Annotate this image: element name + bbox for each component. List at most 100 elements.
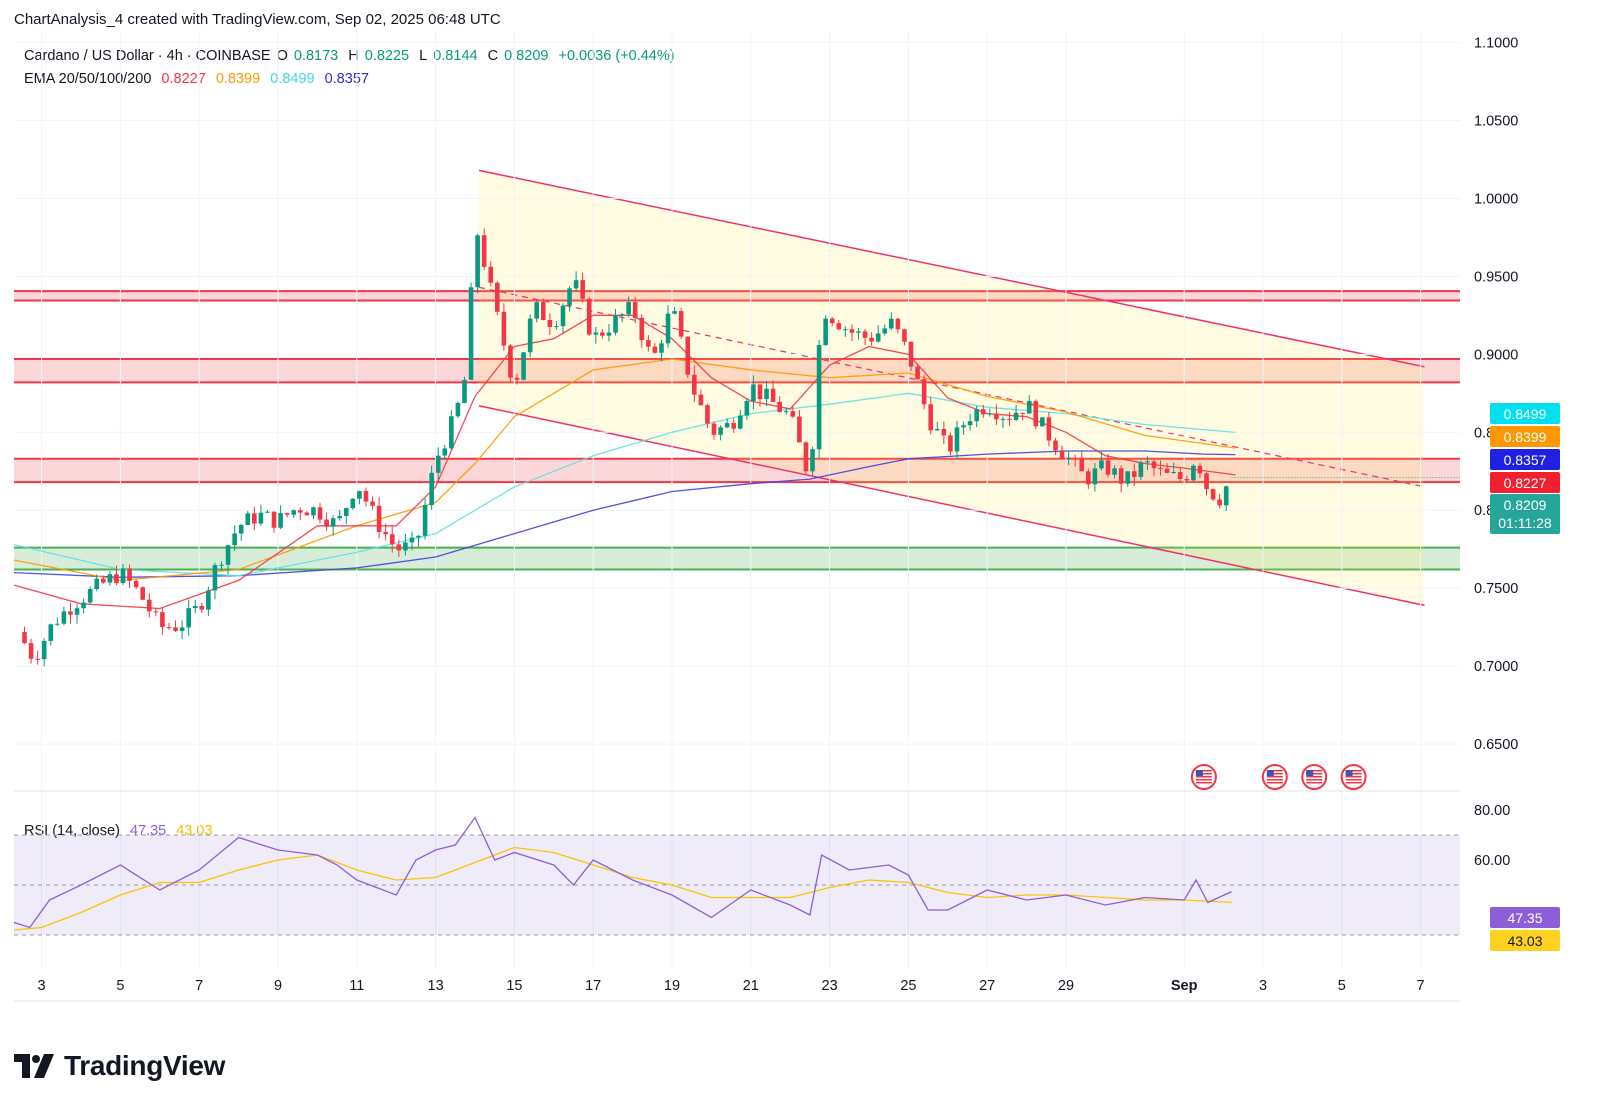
candle-up [350, 498, 356, 509]
rsi-ma-line [13, 846, 1232, 931]
ema50-badge-text: 0.8399 [1504, 429, 1547, 445]
candle-up [55, 623, 60, 625]
us-flag-stripe [1306, 776, 1323, 778]
candle-up [843, 329, 848, 331]
us-flag-stripe [1195, 770, 1212, 772]
us-flag-stripe [1345, 779, 1362, 781]
candle-down [652, 346, 658, 353]
time-tick-label: 9 [274, 978, 282, 994]
candle-up [107, 574, 113, 583]
us-flag-stripe [1266, 770, 1283, 772]
tradingview-logo-icon [14, 1054, 54, 1078]
candle-down [908, 341, 914, 367]
tradingview-brand[interactable]: TradingView [14, 1050, 225, 1082]
time-tick-label: 5 [1338, 978, 1346, 994]
us-flag-stripe [1345, 776, 1362, 778]
candle-down [1118, 468, 1124, 484]
candle-up [403, 542, 408, 551]
candle-up [225, 545, 231, 565]
resistance-zone [14, 359, 1460, 383]
channel-midline [478, 286, 1425, 488]
candle-up [619, 314, 625, 316]
candle-up [462, 379, 467, 403]
candle-down [580, 280, 585, 299]
candle-up [1099, 460, 1104, 469]
price-tick-label: 0.7000 [1474, 659, 1518, 675]
candle-up [987, 413, 993, 415]
candle-down [685, 336, 691, 375]
candle-down [508, 345, 513, 378]
candle-down [980, 409, 986, 415]
symbol-name[interactable]: Cardano / US Dollar · 4h · COINBASE [24, 48, 271, 64]
candle-up [186, 608, 191, 628]
ema-legend: EMA 20/50/100/200 0.8227 0.8399 0.8499 0… [24, 71, 375, 87]
candle-down [28, 643, 34, 659]
channel-fill [478, 170, 1425, 606]
candle-down [705, 405, 710, 424]
candle-down [114, 574, 119, 583]
candle-down [383, 532, 388, 535]
candle-down [1046, 417, 1052, 441]
ema100-line [13, 392, 1236, 577]
ema100-badge [1490, 403, 1560, 424]
candle-down [540, 302, 546, 321]
candle-up [449, 416, 454, 449]
candle-up [1171, 472, 1176, 474]
time-tick-label: 25 [900, 978, 916, 994]
ema-layer [13, 314, 1236, 610]
rsi-ma-badge-text: 43.03 [1507, 933, 1542, 949]
us-flag-stripe [1266, 776, 1283, 778]
time-tick-label: 5 [116, 978, 124, 994]
candle-up [856, 331, 861, 333]
time-tick-label: 7 [195, 978, 203, 994]
candle-down [35, 658, 40, 660]
candle-up [724, 423, 730, 428]
us-flag-icon [1190, 764, 1217, 790]
candle-up [468, 287, 474, 380]
price-chart[interactable]: 1.10001.05001.00000.95000.90000.85000.80… [0, 0, 1600, 1040]
candle-down [547, 320, 553, 327]
candle-down [757, 384, 763, 400]
candle-up [521, 352, 526, 380]
candle-down [678, 311, 684, 337]
candle-up [954, 427, 960, 452]
candle-down [376, 505, 382, 533]
candle-up [783, 411, 789, 413]
candle-down [770, 388, 776, 402]
candle-up [1013, 412, 1019, 420]
close-badge-text: 0.8209 [1504, 497, 1547, 513]
candle-down [921, 379, 927, 405]
candle-down [1217, 499, 1222, 506]
candle-up [744, 401, 750, 416]
time-tick-label: 29 [1058, 978, 1074, 994]
us-flag-stripe [1306, 770, 1323, 772]
candle-down [829, 318, 835, 324]
time-tick-label: 13 [428, 978, 444, 994]
us-flag-stripe [1195, 782, 1212, 784]
candle-up [527, 318, 533, 353]
close-value: 0.8209 [504, 48, 549, 64]
candle-down [166, 627, 172, 629]
candle-down [1158, 468, 1163, 470]
candle-down [632, 302, 638, 318]
candle-up [311, 507, 316, 516]
time-tick-label: 3 [1259, 978, 1267, 994]
candle-up [206, 590, 211, 610]
candle-down [941, 428, 947, 436]
candle-down [1177, 472, 1183, 480]
us-flag-stripe [1195, 779, 1212, 781]
candle-down [304, 512, 310, 516]
candle-down [389, 534, 395, 545]
candle-up [74, 608, 80, 615]
candle-down [298, 510, 303, 513]
candle-down [1053, 440, 1058, 451]
candle-up [1138, 462, 1144, 477]
candle-down [370, 501, 375, 506]
candle-up [48, 624, 54, 641]
author-line: ChartAnalysis_4 created with TradingView… [14, 11, 501, 28]
candles-layer [22, 228, 1460, 667]
candle-down [252, 513, 257, 524]
change-value: +0.0036 (+0.44%) [558, 48, 675, 64]
ema-label[interactable]: EMA 20/50/100/200 [24, 71, 152, 87]
candle-up [1112, 468, 1117, 475]
